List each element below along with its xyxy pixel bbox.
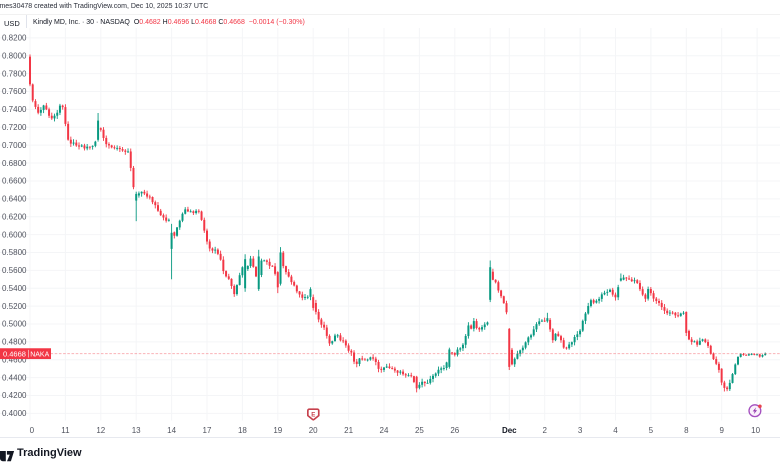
svg-text:0.4000: 0.4000	[2, 409, 27, 418]
svg-text:0.4668: 0.4668	[3, 349, 26, 358]
svg-text:Dec: Dec	[502, 426, 517, 435]
svg-text:0.7800: 0.7800	[2, 69, 27, 78]
svg-text:0.5600: 0.5600	[2, 266, 27, 275]
svg-text:5: 5	[649, 426, 654, 435]
svg-text:0.6400: 0.6400	[2, 195, 27, 204]
svg-text:NAKA: NAKA	[30, 351, 49, 358]
svg-text:0.6800: 0.6800	[2, 159, 27, 168]
svg-text:24: 24	[380, 426, 389, 435]
svg-text:11: 11	[61, 426, 70, 435]
svg-text:26: 26	[450, 426, 459, 435]
svg-text:9: 9	[719, 426, 724, 435]
svg-text:0.5800: 0.5800	[2, 248, 27, 257]
svg-text:0: 0	[30, 426, 35, 435]
svg-text:13: 13	[132, 426, 141, 435]
svg-text:17: 17	[203, 426, 212, 435]
svg-text:4: 4	[613, 426, 618, 435]
svg-text:0.4400: 0.4400	[2, 373, 27, 382]
svg-text:0.7400: 0.7400	[2, 105, 27, 114]
svg-text:0.4600: 0.4600	[2, 355, 27, 364]
svg-text:25: 25	[415, 426, 424, 435]
svg-text:10: 10	[751, 426, 760, 435]
svg-text:0.4800: 0.4800	[2, 338, 27, 347]
svg-text:8: 8	[684, 426, 689, 435]
svg-text:0.7000: 0.7000	[2, 141, 27, 150]
svg-text:21: 21	[344, 426, 353, 435]
svg-text:14: 14	[167, 426, 176, 435]
svg-text:18: 18	[238, 426, 247, 435]
svg-text:0.7200: 0.7200	[2, 123, 27, 132]
svg-text:0.7600: 0.7600	[2, 87, 27, 96]
svg-text:0.4200: 0.4200	[2, 391, 27, 400]
svg-text:2: 2	[542, 426, 547, 435]
svg-text:20: 20	[309, 426, 318, 435]
svg-text:0.5200: 0.5200	[2, 302, 27, 311]
svg-text:0.8200: 0.8200	[2, 34, 27, 43]
svg-text:0.6200: 0.6200	[2, 212, 27, 221]
svg-text:0.6600: 0.6600	[2, 177, 27, 186]
svg-text:0.6000: 0.6000	[2, 230, 27, 239]
svg-text:0.5400: 0.5400	[2, 284, 27, 293]
svg-text:19: 19	[273, 426, 282, 435]
svg-text:3: 3	[578, 426, 583, 435]
svg-text:0.5000: 0.5000	[2, 320, 27, 329]
svg-text:0.8000: 0.8000	[2, 51, 27, 60]
svg-text:12: 12	[96, 426, 105, 435]
svg-text:E: E	[311, 411, 315, 418]
